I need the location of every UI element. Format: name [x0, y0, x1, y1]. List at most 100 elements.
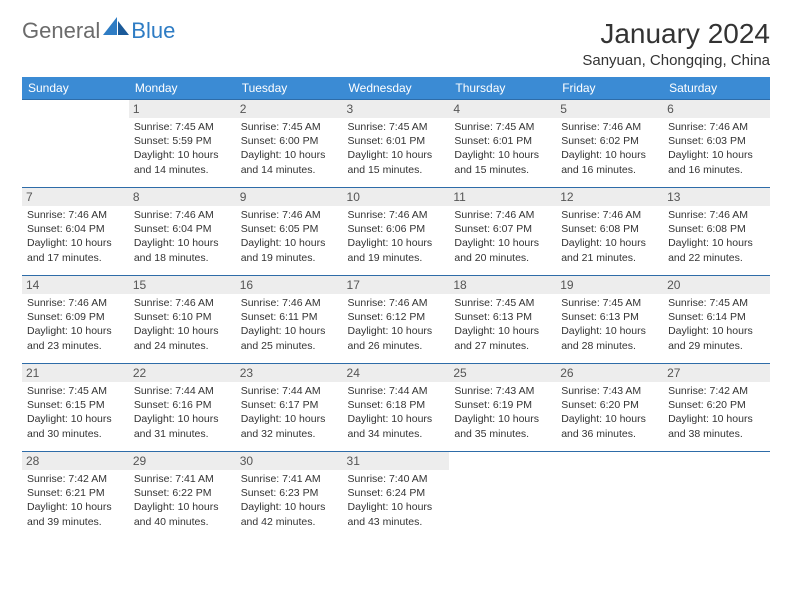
day-detail: Sunrise: 7:46 AMSunset: 6:02 PMDaylight:… — [561, 120, 658, 177]
calendar-cell: 24 Sunrise: 7:44 AMSunset: 6:18 PMDayligh… — [343, 364, 450, 452]
day-detail: Sunrise: 7:45 AMSunset: 6:00 PMDaylight:… — [241, 120, 338, 177]
logo-text-general: General — [22, 18, 100, 44]
day-number: 23 — [236, 364, 343, 382]
weekday-thursday: Thursday — [449, 77, 556, 100]
calendar-cell: 25 Sunrise: 7:43 AMSunset: 6:19 PMDayligh… — [449, 364, 556, 452]
day-detail: Sunrise: 7:45 AMSunset: 6:13 PMDaylight:… — [454, 296, 551, 353]
day-number: 1 — [129, 100, 236, 118]
weekday-friday: Friday — [556, 77, 663, 100]
calendar-cell: 9 Sunrise: 7:46 AMSunset: 6:05 PMDaylight… — [236, 188, 343, 276]
calendar-cell: 8 Sunrise: 7:46 AMSunset: 6:04 PMDaylight… — [129, 188, 236, 276]
calendar-cell: 17Sunrise: 7:46 AMSunset: 6:12 PMDayligh… — [343, 276, 450, 364]
day-number: 17 — [343, 276, 450, 294]
day-number: 29 — [129, 452, 236, 470]
logo-text-blue: Blue — [131, 18, 175, 44]
calendar-cell — [22, 100, 129, 188]
day-number: 15 — [129, 276, 236, 294]
day-detail: Sunrise: 7:46 AMSunset: 6:03 PMDaylight:… — [668, 120, 765, 177]
day-detail: Sunrise: 7:46 AMSunset: 6:05 PMDaylight:… — [241, 208, 338, 265]
day-number: 31 — [343, 452, 450, 470]
day-number: 30 — [236, 452, 343, 470]
calendar-cell: 31Sunrise: 7:40 AMSunset: 6:24 PMDayligh… — [343, 452, 450, 540]
calendar-cell: 7Sunrise: 7:46 AMSunset: 6:04 PMDaylight… — [22, 188, 129, 276]
weekday-monday: Monday — [129, 77, 236, 100]
day-detail: Sunrise: 7:46 AMSunset: 6:04 PMDaylight:… — [134, 208, 231, 265]
day-number: 19 — [556, 276, 663, 294]
day-number: 24 — [343, 364, 450, 382]
logo: General Blue — [22, 18, 175, 44]
day-number: 18 — [449, 276, 556, 294]
day-detail: Sunrise: 7:45 AMSunset: 6:14 PMDaylight:… — [668, 296, 765, 353]
day-number: 14 — [22, 276, 129, 294]
calendar-row: 21Sunrise: 7:45 AMSunset: 6:15 PMDayligh… — [22, 364, 770, 452]
day-number: 25 — [449, 364, 556, 382]
calendar-cell: 4 Sunrise: 7:45 AMSunset: 6:01 PMDaylight… — [449, 100, 556, 188]
weekday-header-row: Sunday Monday Tuesday Wednesday Thursday… — [22, 77, 770, 100]
title-block: January 2024 Sanyuan, Chongqing, China — [582, 18, 770, 69]
calendar-cell — [449, 452, 556, 540]
day-detail: Sunrise: 7:46 AMSunset: 6:08 PMDaylight:… — [668, 208, 765, 265]
day-number: 3 — [343, 100, 450, 118]
day-number: 11 — [449, 188, 556, 206]
calendar-cell: 2 Sunrise: 7:45 AMSunset: 6:00 PMDaylight… — [236, 100, 343, 188]
weekday-sunday: Sunday — [22, 77, 129, 100]
day-number: 9 — [236, 188, 343, 206]
day-number: 5 — [556, 100, 663, 118]
day-detail: Sunrise: 7:43 AMSunset: 6:19 PMDaylight:… — [454, 384, 551, 441]
calendar-cell — [663, 452, 770, 540]
calendar-cell: 15 Sunrise: 7:46 AMSunset: 6:10 PMDayligh… — [129, 276, 236, 364]
calendar-cell: 19 Sunrise: 7:45 AMSunset: 6:13 PMDayligh… — [556, 276, 663, 364]
calendar-cell: 13Sunrise: 7:46 AMSunset: 6:08 PMDayligh… — [663, 188, 770, 276]
day-detail: Sunrise: 7:45 AMSunset: 6:13 PMDaylight:… — [561, 296, 658, 353]
calendar-row: 14 Sunrise: 7:46 AMSunset: 6:09 PMDayligh… — [22, 276, 770, 364]
calendar-cell: 11 Sunrise: 7:46 AMSunset: 6:07 PMDayligh… — [449, 188, 556, 276]
calendar-cell — [556, 452, 663, 540]
day-detail: Sunrise: 7:44 AMSunset: 6:17 PMDaylight:… — [241, 384, 338, 441]
calendar-cell: 5 Sunrise: 7:46 AMSunset: 6:02 PMDaylight… — [556, 100, 663, 188]
day-detail: Sunrise: 7:46 AMSunset: 6:07 PMDaylight:… — [454, 208, 551, 265]
day-detail: Sunrise: 7:42 AMSunset: 6:21 PMDaylight:… — [27, 472, 124, 529]
calendar-cell: 26Sunrise: 7:43 AMSunset: 6:20 PMDayligh… — [556, 364, 663, 452]
location: Sanyuan, Chongqing, China — [582, 52, 770, 69]
calendar-table: Sunday Monday Tuesday Wednesday Thursday… — [22, 77, 770, 540]
day-number: 22 — [129, 364, 236, 382]
day-number: 2 — [236, 100, 343, 118]
calendar-cell: 6 Sunrise: 7:46 AMSunset: 6:03 PMDaylight… — [663, 100, 770, 188]
day-detail: Sunrise: 7:44 AMSunset: 6:18 PMDaylight:… — [348, 384, 445, 441]
day-detail: Sunrise: 7:46 AMSunset: 6:11 PMDaylight:… — [241, 296, 338, 353]
weekday-tuesday: Tuesday — [236, 77, 343, 100]
calendar-cell: 30 Sunrise: 7:41 AMSunset: 6:23 PMDayligh… — [236, 452, 343, 540]
calendar-row: 7 Sunrise: 7:46 AMSunset: 6:04 PMDaylight… — [22, 188, 770, 276]
day-detail: Sunrise: 7:42 AMSunset: 6:20 PMDaylight:… — [668, 384, 765, 441]
calendar-cell: 16 Sunrise: 7:46 AMSunset: 6:11 PMDayligh… — [236, 276, 343, 364]
day-number: 7 — [22, 188, 129, 206]
calendar-cell: 14 Sunrise: 7:46 AMSunset: 6:09 PMDayligh… — [22, 276, 129, 364]
calendar-cell: 18 Sunrise: 7:45 AMSunset: 6:13 PMDayligh… — [449, 276, 556, 364]
day-detail: Sunrise: 7:46 AMSunset: 6:06 PMDaylight:… — [348, 208, 445, 265]
month-title: January 2024 — [582, 18, 770, 50]
calendar-cell: 27Sunrise: 7:42 AMSunset: 6:20 PMDayligh… — [663, 364, 770, 452]
logo-sail-icon — [103, 17, 129, 35]
day-number: 6 — [663, 100, 770, 118]
calendar-cell: 3 Sunrise: 7:45 AMSunset: 6:01 PMDaylight… — [343, 100, 450, 188]
day-number: 21 — [22, 364, 129, 382]
day-detail: Sunrise: 7:46 AMSunset: 6:10 PMDaylight:… — [134, 296, 231, 353]
day-number: 16 — [236, 276, 343, 294]
calendar-row: 1 Sunrise: 7:45 AMSunset: 5:59 PMDaylight… — [22, 100, 770, 188]
day-number: 28 — [22, 452, 129, 470]
day-detail: Sunrise: 7:45 AMSunset: 5:59 PMDaylight:… — [134, 120, 231, 177]
day-detail: Sunrise: 7:41 AMSunset: 6:22 PMDaylight:… — [134, 472, 231, 529]
day-detail: Sunrise: 7:45 AMSunset: 6:01 PMDaylight:… — [348, 120, 445, 177]
day-detail: Sunrise: 7:41 AMSunset: 6:23 PMDaylight:… — [241, 472, 338, 529]
header: General Blue January 2024 Sanyuan, Chong… — [22, 18, 770, 69]
day-detail: Sunrise: 7:46 AMSunset: 6:09 PMDaylight:… — [27, 296, 124, 353]
day-detail: Sunrise: 7:43 AMSunset: 6:20 PMDaylight:… — [561, 384, 658, 441]
day-number: 10 — [343, 188, 450, 206]
day-number: 4 — [449, 100, 556, 118]
calendar-cell: 1 Sunrise: 7:45 AMSunset: 5:59 PMDaylight… — [129, 100, 236, 188]
calendar-cell: 21Sunrise: 7:45 AMSunset: 6:15 PMDayligh… — [22, 364, 129, 452]
calendar-cell: 28 Sunrise: 7:42 AMSunset: 6:21 PMDayligh… — [22, 452, 129, 540]
day-detail: Sunrise: 7:45 AMSunset: 6:01 PMDaylight:… — [454, 120, 551, 177]
calendar-cell: 29 Sunrise: 7:41 AMSunset: 6:22 PMDayligh… — [129, 452, 236, 540]
day-number: 8 — [129, 188, 236, 206]
